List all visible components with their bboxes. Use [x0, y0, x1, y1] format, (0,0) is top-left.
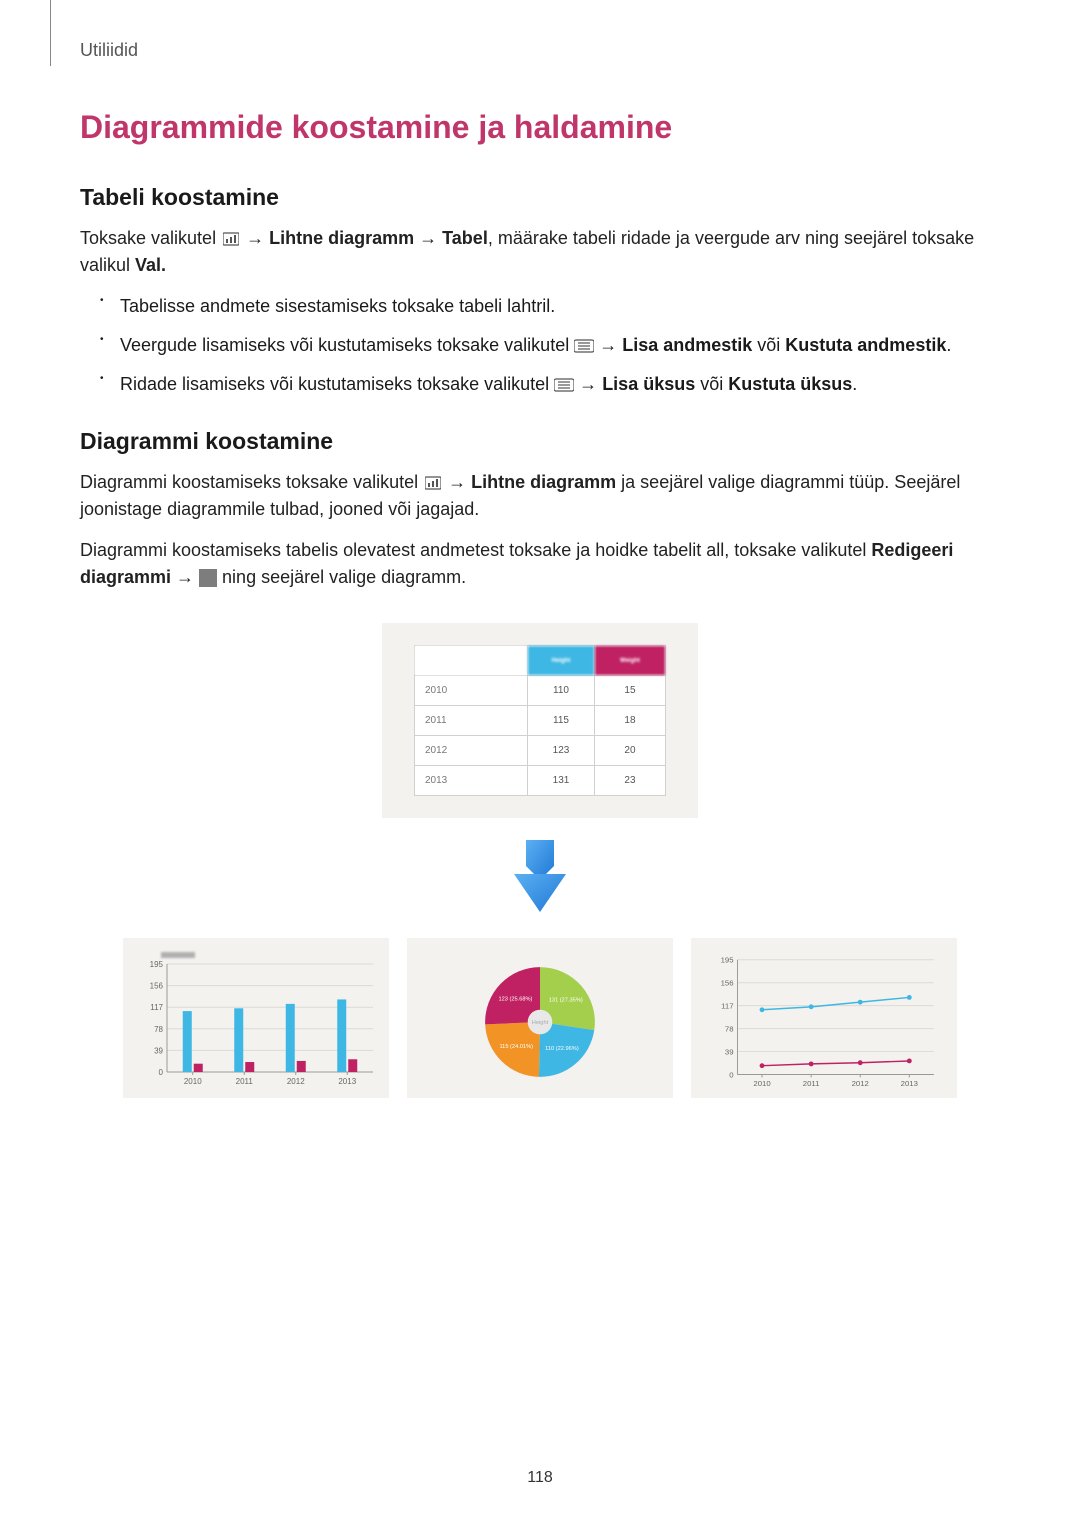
svg-text:156: 156 — [150, 982, 164, 991]
svg-text:0: 0 — [159, 1068, 164, 1077]
chart-icon — [221, 231, 241, 247]
menu-icon — [554, 377, 574, 393]
section2-para1: Diagrammi koostamiseks toksake valikutel… — [80, 469, 1000, 523]
bar-chart-panel: 0 39 78 117 156 195 2010 2011 2012 2013 — [123, 938, 389, 1098]
page-number: 118 — [0, 1469, 1080, 1487]
svg-text:Height: Height — [532, 1020, 549, 1026]
sample-table: HeightWeight2010110152011115182012123202… — [414, 645, 666, 796]
line-chart: 0 39 78 117 156 195 2010 2011 2012 2013 — [701, 952, 947, 1092]
bullet-3: Ridade lisamiseks või kustutamiseks toks… — [104, 371, 1000, 398]
bullet-2: Veergude lisamiseks või kustutamiseks to… — [104, 332, 1000, 359]
section-heading-2: Diagrammi koostamine — [80, 428, 1000, 455]
menu-icon — [574, 338, 594, 354]
svg-text:2013: 2013 — [901, 1079, 918, 1088]
section2-para2: Diagrammi koostamiseks tabelis olevatest… — [80, 537, 1000, 591]
svg-text:0: 0 — [729, 1070, 734, 1079]
section1-para1: Toksake valikutel → Lihtne diagramm → Ta… — [80, 225, 1000, 279]
svg-text:156: 156 — [721, 979, 734, 988]
svg-text:78: 78 — [725, 1025, 734, 1034]
svg-text:131 (27.35%): 131 (27.35%) — [549, 998, 583, 1004]
svg-text:2013: 2013 — [338, 1077, 356, 1086]
svg-text:39: 39 — [154, 1046, 163, 1055]
svg-text:110 (22.96%): 110 (22.96%) — [545, 1046, 579, 1052]
pie-chart-panel: 131 (27.35%) 110 (22.96%) 115 (24.01%) 123 … — [407, 938, 673, 1098]
breadcrumb: Utiliidid — [80, 40, 1000, 61]
svg-text:2010: 2010 — [753, 1079, 771, 1088]
svg-text:2012: 2012 — [852, 1079, 869, 1088]
svg-text:117: 117 — [150, 1003, 163, 1012]
page-title: Diagrammide koostamine ja haldamine — [80, 109, 1000, 146]
pie-chart: 131 (27.35%) 110 (22.96%) 115 (24.01%) 123 … — [417, 952, 663, 1092]
bullet-1: Tabelisse andmete sisestamiseks toksake … — [104, 293, 1000, 320]
down-arrow-icon — [510, 840, 570, 916]
svg-text:2011: 2011 — [236, 1077, 254, 1086]
bar-chart: 0 39 78 117 156 195 2010 2011 2012 2013 — [133, 960, 379, 1090]
section1-bullets: Tabelisse andmete sisestamiseks toksake … — [80, 293, 1000, 398]
line-chart-panel: 0 39 78 117 156 195 2010 2011 2012 2013 — [691, 938, 957, 1098]
edit-icon — [199, 569, 217, 587]
section-heading-1: Tabeli koostamine — [80, 184, 1000, 211]
svg-text:115 (24.01%): 115 (24.01%) — [499, 1044, 533, 1050]
svg-text:2011: 2011 — [803, 1079, 820, 1088]
sample-table-panel: HeightWeight2010110152011115182012123202… — [382, 623, 698, 818]
chart-icon — [423, 475, 443, 491]
svg-text:117: 117 — [721, 1002, 733, 1011]
svg-text:39: 39 — [725, 1047, 734, 1056]
svg-text:123 (25.68%): 123 (25.68%) — [498, 996, 532, 1002]
svg-text:2012: 2012 — [287, 1077, 305, 1086]
svg-text:78: 78 — [154, 1025, 163, 1034]
svg-text:195: 195 — [150, 960, 164, 969]
svg-text:195: 195 — [721, 956, 734, 965]
svg-text:2010: 2010 — [184, 1077, 202, 1086]
